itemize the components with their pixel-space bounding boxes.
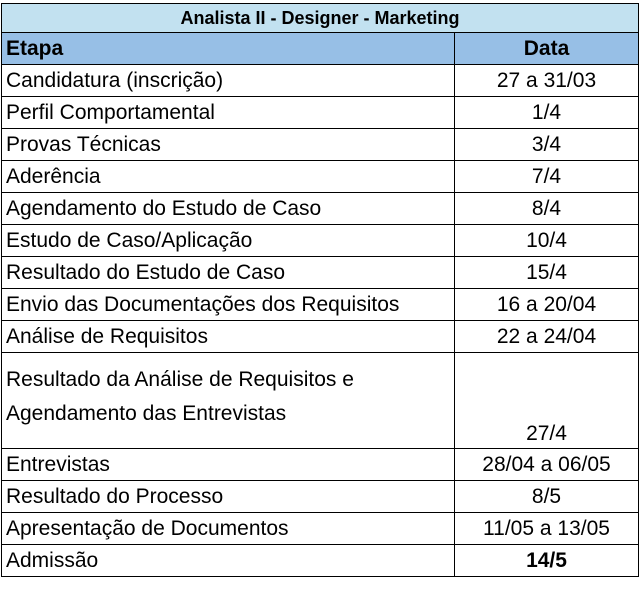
cell-data[interactable]: 3/4 (454, 128, 639, 161)
table-row: Entrevistas 28/04 a 06/05 (1, 448, 639, 481)
cell-data[interactable]: 14/5 (454, 544, 639, 577)
cell-etapa[interactable]: Resultado do Estudo de Caso (1, 256, 455, 289)
cell-etapa[interactable]: Resultado do Processo (1, 480, 455, 513)
cell-data[interactable]: 16 a 20/04 (454, 288, 639, 321)
cell-etapa[interactable]: Aderência (1, 160, 455, 193)
table-row: Análise de Requisitos 22 a 24/04 (1, 320, 639, 353)
table-title[interactable]: Analista II - Designer - Marketing (1, 3, 639, 33)
cell-data[interactable]: 27/4 (454, 352, 639, 449)
header-data[interactable]: Data (454, 32, 639, 65)
table-row: Resultado do Estudo de Caso 15/4 (1, 256, 639, 289)
cell-etapa[interactable]: Análise de Requisitos (1, 320, 455, 353)
cell-etapa[interactable]: Apresentação de Documentos (1, 512, 455, 545)
table-row: Aderência 7/4 (1, 160, 639, 193)
cell-data[interactable]: 11/05 a 13/05 (454, 512, 639, 545)
cell-data[interactable]: 22 a 24/04 (454, 320, 639, 353)
cell-etapa-line2: Agendamento das Entrevistas (6, 402, 287, 425)
cell-etapa[interactable]: Envio das Documentações dos Requisitos (1, 288, 455, 321)
table-row: Perfil Comportamental 1/4 (1, 96, 639, 129)
title-row: Analista II - Designer - Marketing (1, 3, 639, 33)
cell-etapa[interactable]: Admissão (1, 544, 455, 577)
cell-etapa[interactable]: Candidatura (inscrição) (1, 64, 455, 97)
table-row: Envio das Documentações dos Requisitos 1… (1, 288, 639, 321)
table-row: Agendamento do Estudo de Caso 8/4 (1, 192, 639, 225)
cell-etapa[interactable]: Perfil Comportamental (1, 96, 455, 129)
table-row: Resultado do Processo 8/5 (1, 480, 639, 513)
table-row: Admissão 14/5 (1, 544, 639, 577)
table-row: Resultado da Análise de Requisitos e Agen… (1, 352, 639, 449)
cell-etapa[interactable]: Resultado da Análise de Requisitos e Agen… (1, 352, 455, 449)
cell-data[interactable]: 27 a 31/03 (454, 64, 639, 97)
table-row: Candidatura (inscrição) 27 a 31/03 (1, 64, 639, 97)
table-row: Apresentação de Documentos 11/05 a 13/05 (1, 512, 639, 545)
cell-data[interactable]: 8/4 (454, 192, 639, 225)
table-row: Provas Técnicas 3/4 (1, 128, 639, 161)
cell-data[interactable]: 1/4 (454, 96, 639, 129)
header-etapa[interactable]: Etapa (1, 32, 455, 65)
cell-etapa[interactable]: Agendamento do Estudo de Caso (1, 192, 455, 225)
cell-data[interactable]: 28/04 a 06/05 (454, 448, 639, 481)
header-row: Etapa Data (1, 32, 639, 65)
schedule-table: Analista II - Designer - Marketing Etapa… (1, 3, 639, 577)
table-row: Estudo de Caso/Aplicação 10/4 (1, 224, 639, 257)
cell-data[interactable]: 15/4 (454, 256, 639, 289)
cell-data[interactable]: 7/4 (454, 160, 639, 193)
cell-data[interactable]: 10/4 (454, 224, 639, 257)
cell-etapa[interactable]: Provas Técnicas (1, 128, 455, 161)
cell-etapa[interactable]: Entrevistas (1, 448, 455, 481)
cell-etapa-line1: Resultado da Análise de Requisitos e (6, 368, 354, 391)
cell-etapa[interactable]: Estudo de Caso/Aplicação (1, 224, 455, 257)
cell-data[interactable]: 8/5 (454, 480, 639, 513)
